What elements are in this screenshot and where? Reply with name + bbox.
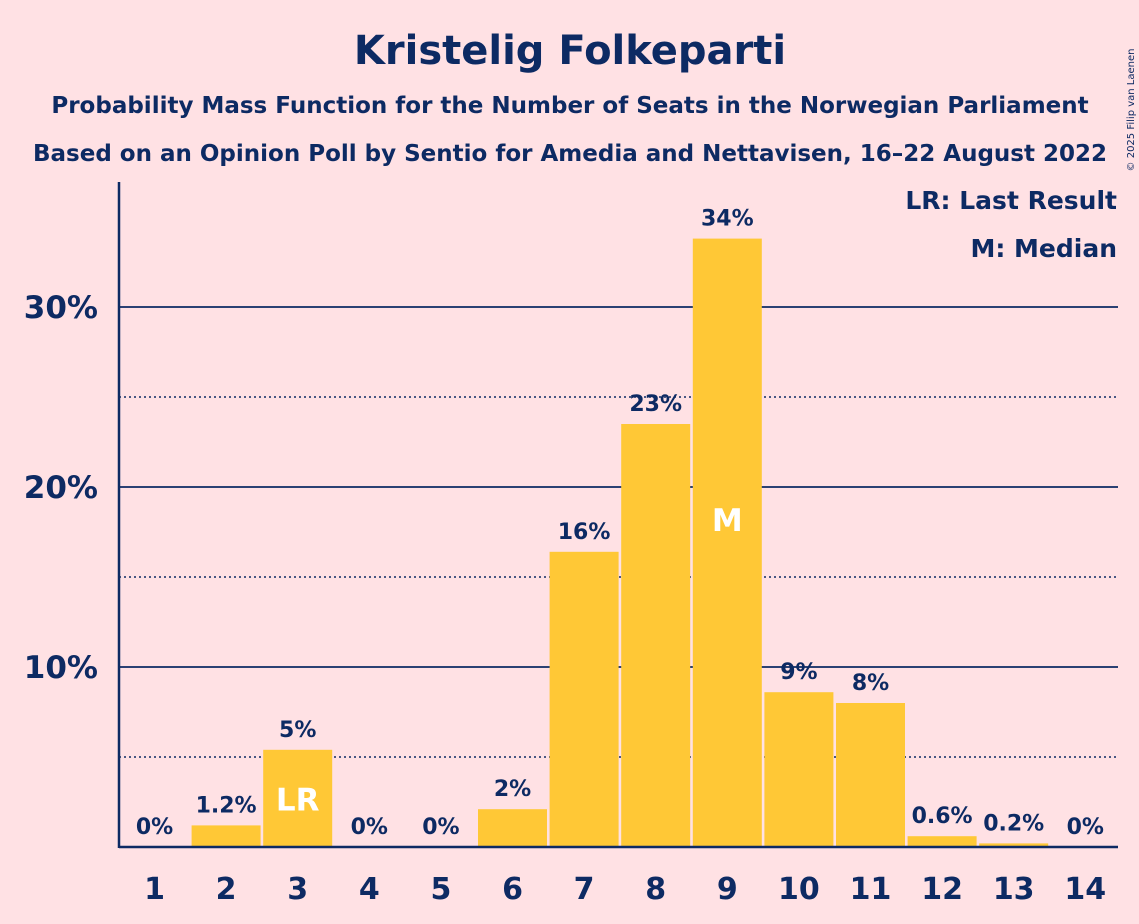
bar-13: [979, 843, 1049, 847]
data-labels: 0% 1.2% 5% 0% 0% 2% 16% 23% 34% 9% 8% 0.6% 0.2% 0% LR M: [136, 207, 1104, 840]
chart-subtitle-line-1: Probability Mass Function for the Number…: [51, 93, 1088, 119]
x-tick-label-9: 9: [717, 872, 738, 907]
x-axis: 1 2 3 4 5 6 7 8 9 10 11 12 13 14: [119, 845, 1118, 907]
data-label-5: 0%: [422, 815, 459, 840]
x-tick-label-2: 2: [216, 872, 237, 907]
data-label-7: 16%: [558, 520, 611, 545]
data-label-6: 2%: [494, 777, 531, 802]
data-label-11: 8%: [852, 671, 889, 696]
y-tick-label-0: 10%: [24, 650, 98, 686]
data-label-3: 5%: [279, 718, 316, 743]
data-label-12: 0.6%: [912, 804, 973, 829]
data-label-13: 0.2%: [983, 811, 1044, 836]
y-axis: 10% 20% 30%: [24, 182, 121, 848]
x-tick-label-13: 13: [993, 872, 1035, 907]
bar-9: [692, 238, 762, 848]
x-tick-label-4: 4: [359, 872, 380, 907]
bar-7: [549, 551, 619, 847]
marker-lr: LR: [276, 782, 320, 818]
bar-12: [907, 836, 977, 847]
bar-11: [836, 703, 905, 847]
chart-subtitle-line-2: Based on an Opinion Poll by Sentio for A…: [33, 141, 1107, 167]
y-tick-label-2: 30%: [24, 290, 98, 326]
x-tick-label-14: 14: [1064, 872, 1106, 907]
bar-2: [191, 825, 261, 847]
copyright-notice: © 2025 Filip van Laenen: [1126, 49, 1137, 172]
x-tick-label-6: 6: [502, 872, 523, 907]
legend-median: M: Median: [970, 234, 1117, 263]
marker-m: M: [712, 503, 743, 539]
data-label-10: 9%: [780, 660, 817, 685]
data-label-14: 0%: [1067, 815, 1104, 840]
y-tick-label-1: 20%: [24, 470, 98, 506]
legend-last-result: LR: Last Result: [905, 186, 1117, 215]
bar-3: [263, 749, 333, 847]
x-tick-label-10: 10: [778, 872, 820, 907]
x-tick-label-5: 5: [430, 872, 451, 907]
data-label-2: 1.2%: [196, 793, 257, 818]
x-tick-label-11: 11: [850, 872, 892, 907]
x-tick-label-8: 8: [645, 872, 666, 907]
data-label-4: 0%: [351, 815, 388, 840]
data-label-9: 34%: [701, 207, 754, 232]
data-label-1: 0%: [136, 815, 173, 840]
bar-10: [764, 692, 834, 847]
bars: [191, 238, 1049, 848]
chart-title: Kristelig Folkeparti: [354, 28, 786, 74]
x-tick-label-1: 1: [144, 872, 165, 907]
data-label-8: 23%: [629, 392, 682, 417]
x-tick-label-3: 3: [287, 872, 308, 907]
bar-8: [621, 424, 691, 847]
bar-6: [478, 809, 547, 847]
x-tick-label-12: 12: [921, 872, 963, 907]
x-tick-label-7: 7: [574, 872, 595, 907]
